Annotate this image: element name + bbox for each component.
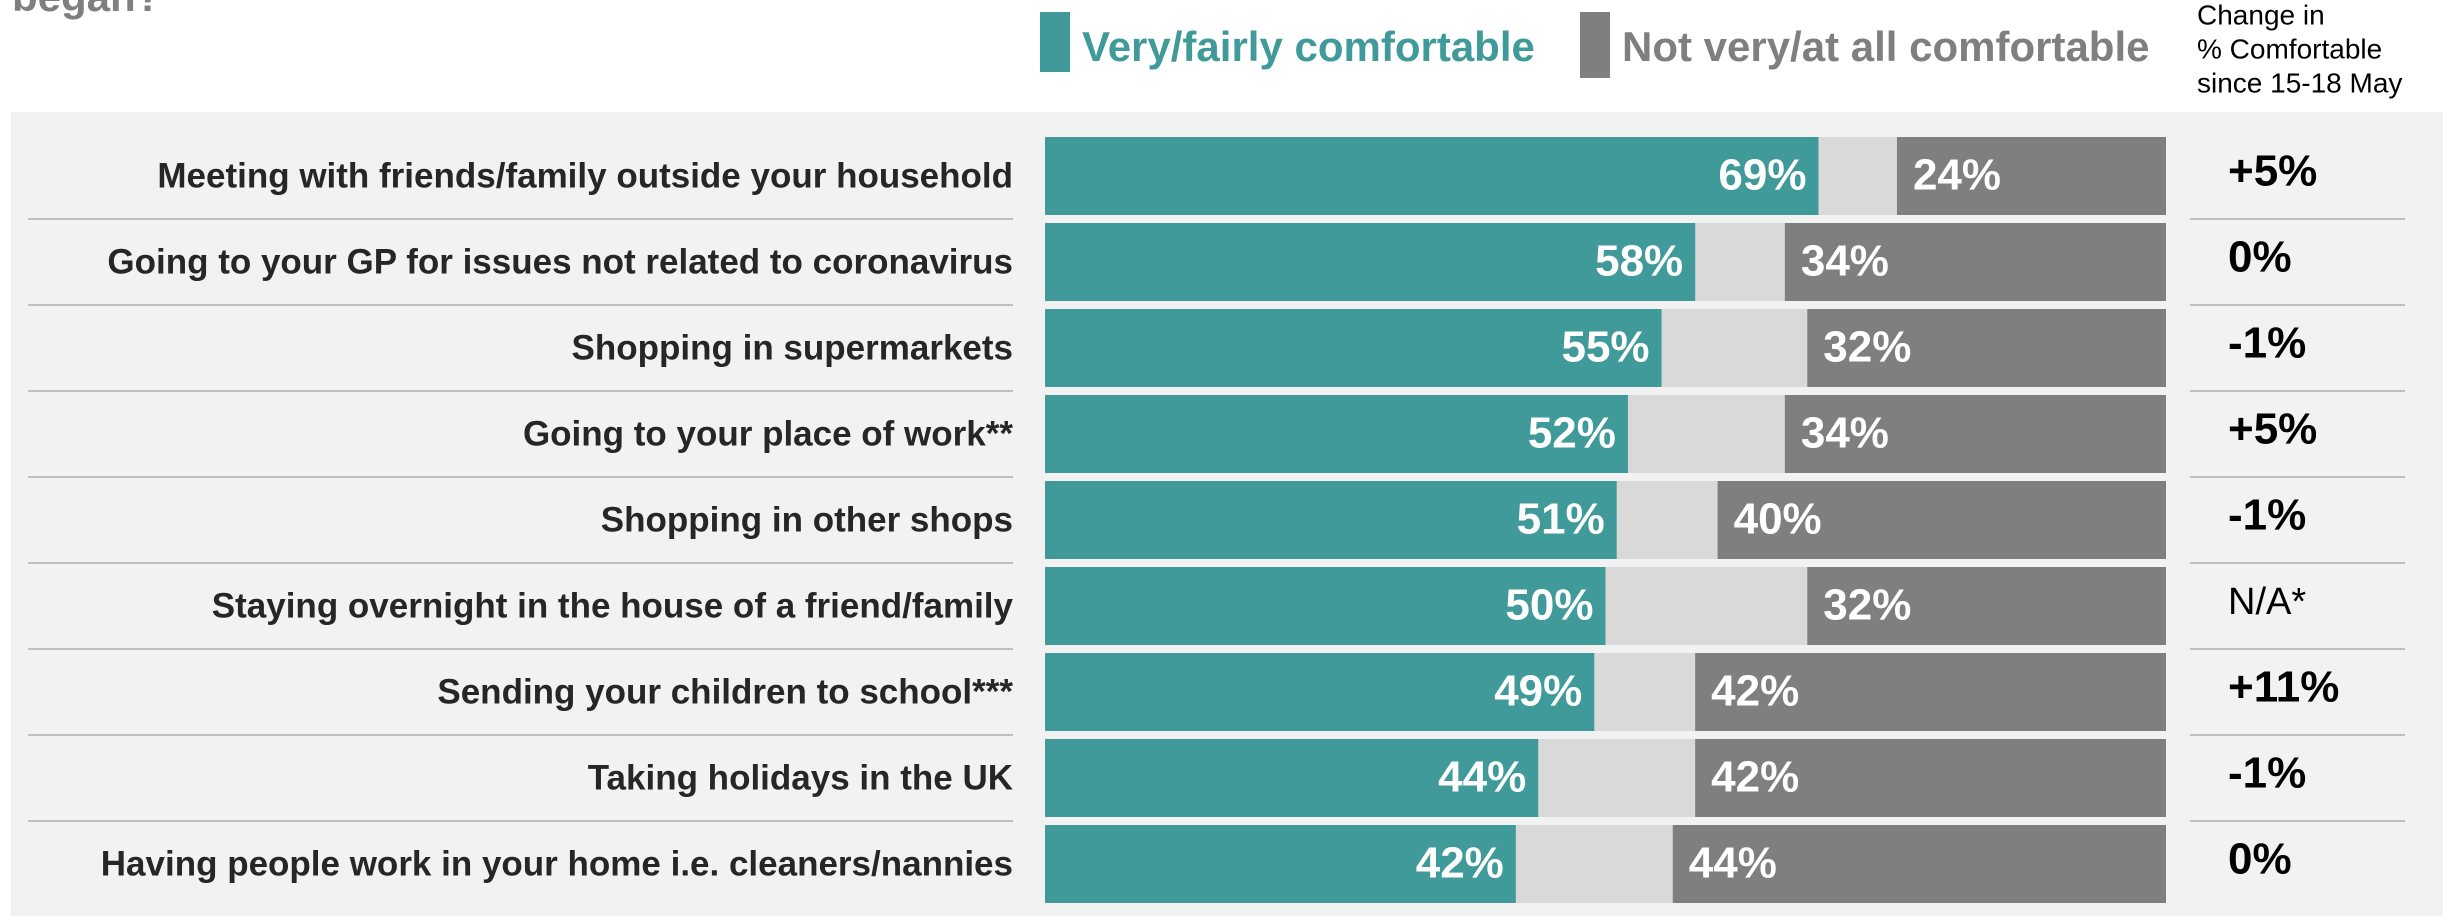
chart-title: began? (12, 0, 161, 20)
change-value: +5% (2228, 405, 2317, 454)
bar (1045, 825, 1516, 903)
value-label: 44% (1689, 839, 1777, 888)
bar (1045, 309, 1662, 387)
change-value: N/A* (2228, 581, 2306, 623)
change-header: Change in (2197, 0, 2325, 30)
value-label: 52% (1528, 409, 1616, 458)
value-label: 32% (1823, 323, 1911, 372)
category-label: Shopping in other shops (601, 500, 1013, 539)
value-label: 58% (1595, 237, 1683, 286)
value-label: 40% (1734, 495, 1822, 544)
value-label: 51% (1517, 495, 1605, 544)
category-label: Having people work in your home i.e. cle… (101, 844, 1013, 883)
bar (1045, 137, 1819, 215)
bar (1672, 825, 2166, 903)
bar (1695, 653, 2166, 731)
change-value: -1% (2228, 749, 2306, 798)
value-label: 42% (1711, 667, 1799, 716)
bar (1717, 481, 2166, 559)
bar (1807, 309, 2166, 387)
bar (1045, 567, 1606, 645)
value-label: 32% (1823, 581, 1911, 630)
change-value: -1% (2228, 491, 2306, 540)
category-label: Taking holidays in the UK (588, 758, 1013, 797)
category-label: Sending your children to school*** (437, 672, 1013, 711)
legend-swatch (1580, 12, 1610, 78)
category-label: Staying overnight in the house of a frie… (212, 586, 1014, 625)
value-label: 34% (1801, 237, 1889, 286)
legend-swatch (1040, 12, 1070, 72)
category-label: Going to your GP for issues not related … (107, 242, 1013, 281)
bar (1045, 223, 1696, 301)
bar (1045, 739, 1539, 817)
change-value: +5% (2228, 147, 2317, 196)
value-label: 42% (1711, 753, 1799, 802)
legend-label: Not very/at all comfortable (1622, 23, 2149, 70)
value-label: 24% (1913, 151, 2001, 200)
bar (1695, 739, 2166, 817)
value-label: 34% (1801, 409, 1889, 458)
bar (1896, 137, 2166, 215)
category-label: Shopping in supermarkets (572, 328, 1013, 367)
change-value: +11% (2228, 663, 2339, 712)
change-value: -1% (2228, 319, 2306, 368)
change-header: since 15-18 May (2197, 67, 2402, 98)
category-label: Going to your place of work** (523, 414, 1013, 453)
bar (1807, 567, 2166, 645)
bar (1045, 653, 1595, 731)
legend-label: Very/fairly comfortable (1082, 23, 1535, 70)
change-header: % Comfortable (2197, 33, 2382, 64)
category-label: Meeting with friends/family outside your… (157, 156, 1013, 195)
value-label: 69% (1718, 151, 1806, 200)
value-label: 50% (1505, 581, 1593, 630)
value-label: 42% (1416, 839, 1504, 888)
value-label: 55% (1561, 323, 1649, 372)
value-label: 44% (1438, 753, 1526, 802)
bar (1784, 395, 2166, 473)
value-label: 49% (1494, 667, 1582, 716)
change-value: 0% (2228, 233, 2292, 282)
bar (1045, 395, 1628, 473)
change-value: 0% (2228, 835, 2292, 884)
bar (1045, 481, 1617, 559)
bar (1784, 223, 2166, 301)
